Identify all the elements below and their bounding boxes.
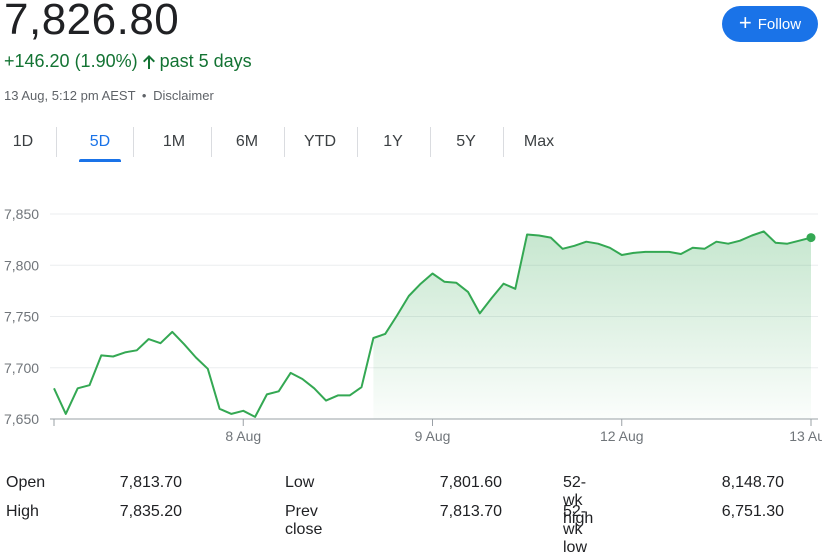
stat-value: 7,835.20 <box>119 503 182 520</box>
tab-1m[interactable]: 1M <box>162 133 186 150</box>
y-tick-label: 7,700 <box>4 360 39 376</box>
x-tick-label: 12 Aug <box>600 428 644 444</box>
stat-label: Prev close <box>285 503 323 538</box>
meta-separator: • <box>141 88 147 103</box>
y-tick-label: 7,850 <box>4 206 39 222</box>
quote-timestamp: 13 Aug, 5:12 pm AEST <box>4 88 136 103</box>
price-change: +146.20 (1.90%) past 5 days <box>4 51 252 72</box>
tab-divider <box>357 127 358 157</box>
arrow-up-icon <box>142 54 155 69</box>
change-value: +146.20 (1.90%) <box>4 51 138 71</box>
stat-value: 6,751.30 <box>721 503 784 520</box>
y-tick-label: 7,800 <box>4 257 39 273</box>
tab-ytd[interactable]: YTD <box>304 133 336 150</box>
last-price-point <box>806 233 816 243</box>
tab-max[interactable]: Max <box>523 133 555 150</box>
tab-divider <box>503 127 504 157</box>
tab-5d[interactable]: 5D <box>79 122 121 162</box>
y-tick-label: 7,750 <box>4 309 39 325</box>
tab-divider <box>211 127 212 157</box>
tab-1y[interactable]: 1Y <box>383 133 403 150</box>
range-tabs: 1D 5D 1M 6M YTD 1Y 5Y Max <box>0 122 564 162</box>
stat-label: 52-wk high <box>563 474 594 527</box>
change-period: past 5 days <box>159 51 252 71</box>
tab-5y[interactable]: 5Y <box>456 133 476 150</box>
tab-1d[interactable]: 1D <box>12 133 34 150</box>
x-tick-label: 8 Aug <box>225 428 261 444</box>
follow-label: Follow <box>757 15 802 33</box>
x-tick-label: 9 Aug <box>415 428 451 444</box>
follow-button[interactable]: + Follow <box>722 6 818 42</box>
current-price: 7,826.80 <box>4 0 180 44</box>
plus-icon: + <box>738 10 752 35</box>
y-tick-label: 7,650 <box>4 411 39 427</box>
stat-label: Low <box>285 474 315 491</box>
tab-divider <box>56 127 57 157</box>
stat-label: 52-wk low <box>563 503 588 556</box>
stat-value: 7,813.70 <box>119 474 182 491</box>
stat-label: Open <box>6 474 46 491</box>
quote-meta: 13 Aug, 5:12 pm AEST • Disclaimer <box>4 88 214 103</box>
tab-6m[interactable]: 6M <box>235 133 259 150</box>
stat-value: 8,148.70 <box>721 474 784 491</box>
price-chart[interactable]: 7,850 7,800 7,750 7,700 7,650 8 Aug 9 Aug 12 A… <box>0 195 822 455</box>
tab-divider <box>430 127 431 157</box>
tab-divider <box>284 127 285 157</box>
price-line <box>53 230 812 418</box>
stat-label: High <box>6 503 39 520</box>
stat-value: 7,813.70 <box>439 503 502 520</box>
tab-divider <box>133 127 134 157</box>
disclaimer-link[interactable]: Disclaimer <box>153 88 214 103</box>
x-tick-label: 13 Aug <box>789 428 822 444</box>
stat-value: 7,801.60 <box>439 474 502 491</box>
price-area <box>373 231 811 419</box>
